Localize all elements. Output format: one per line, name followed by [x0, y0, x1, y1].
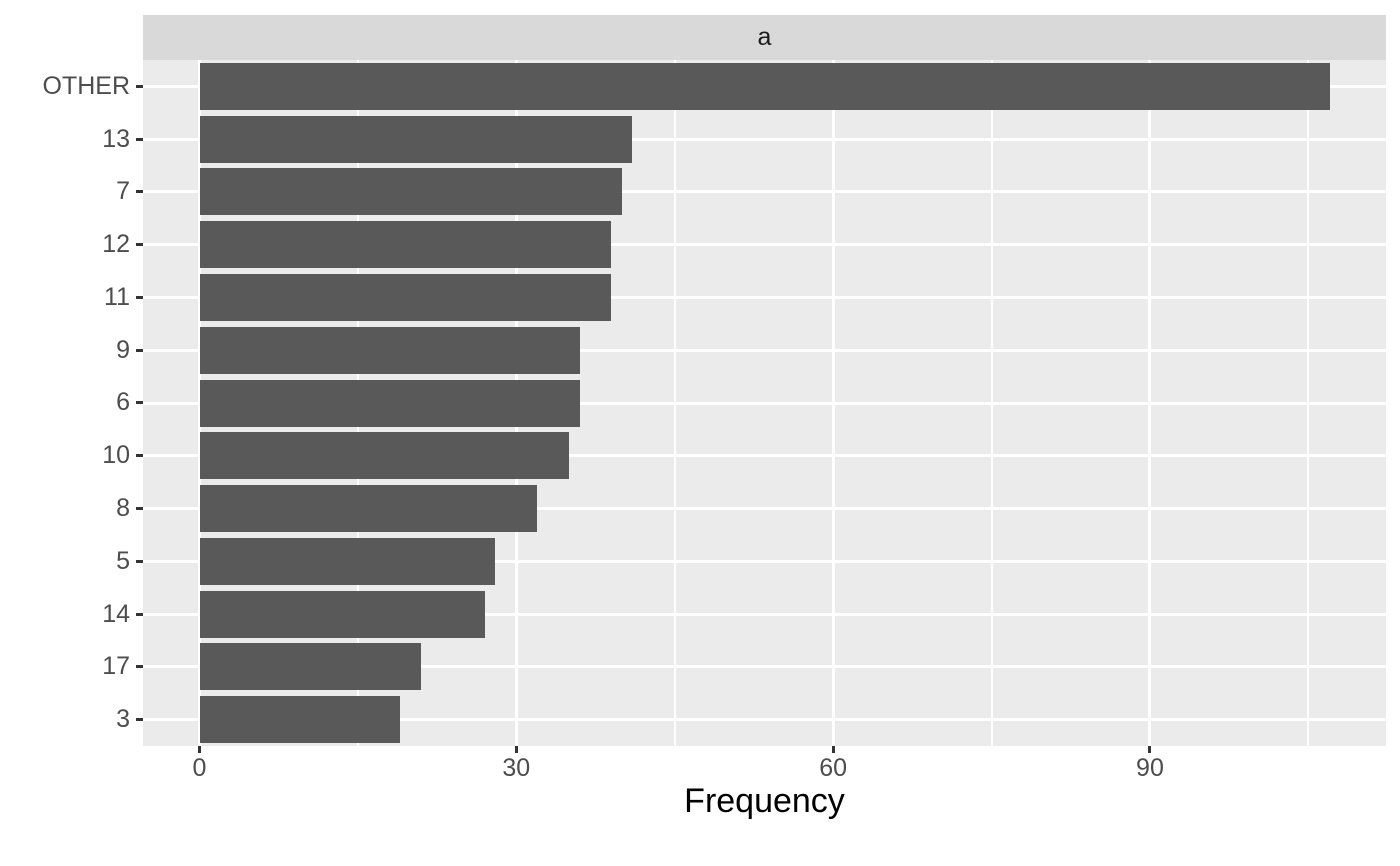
y-axis-row: 3 — [0, 693, 143, 746]
y-tick-label: 5 — [116, 546, 130, 575]
bar-12 — [199, 221, 612, 269]
bar-7 — [199, 168, 622, 216]
y-tick-label: 10 — [102, 441, 130, 470]
y-tick-mark — [136, 612, 143, 616]
y-tick-mark — [136, 295, 143, 299]
y-tick-mark — [136, 718, 143, 722]
y-tick-label: 9 — [116, 335, 130, 364]
y-tick-mark — [136, 559, 143, 563]
y-tick-mark — [136, 243, 143, 247]
y-tick-label: 13 — [102, 124, 130, 153]
y-tick-label: 6 — [116, 388, 130, 417]
y-tick-mark — [136, 137, 143, 141]
y-tick-label: 17 — [102, 652, 130, 681]
x-tick-mark — [1148, 746, 1152, 753]
y-tick-label: 8 — [116, 494, 130, 523]
plot-panel — [143, 60, 1386, 746]
y-tick-label: 11 — [104, 282, 130, 311]
gridline-h — [143, 507, 1386, 511]
y-axis-row: 8 — [0, 482, 143, 535]
y-axis-row: 9 — [0, 324, 143, 377]
gridline-h — [143, 243, 1386, 247]
gridline-h — [143, 137, 1386, 141]
y-tick-label: 12 — [102, 230, 130, 259]
facet-strip-label: a — [757, 23, 772, 51]
y-tick-label: 14 — [102, 599, 130, 628]
y-axis-row: 12 — [0, 218, 143, 271]
y-tick-label: OTHER — [42, 71, 131, 100]
gridline-h — [143, 665, 1386, 669]
x-axis-title: Frequency — [684, 782, 845, 820]
bar-14 — [199, 590, 485, 638]
y-tick-mark — [136, 84, 143, 88]
y-axis-row: 5 — [0, 535, 143, 588]
facet-strip: a — [143, 15, 1386, 60]
y-tick-mark — [136, 190, 143, 194]
gridline-h — [143, 559, 1386, 563]
gridline-h — [143, 718, 1386, 722]
x-axis: 0 30 60 90 — [143, 746, 1386, 786]
y-tick-mark — [136, 401, 143, 405]
y-axis-row: 17 — [0, 640, 143, 693]
bar-8 — [199, 485, 538, 533]
x-tick-label: 60 — [819, 754, 848, 782]
bar-10 — [199, 432, 570, 480]
x-tick-label: 30 — [502, 754, 531, 782]
y-tick-mark — [136, 507, 143, 511]
y-axis-row: 14 — [0, 588, 143, 641]
x-tick-mark — [514, 746, 518, 753]
gridline-h — [143, 348, 1386, 352]
bar-13 — [199, 115, 633, 163]
x-tick-mark — [831, 746, 835, 753]
y-axis-row: 7 — [0, 166, 143, 219]
gridline-h — [143, 612, 1386, 616]
bar-6 — [199, 379, 580, 427]
bar-other — [199, 62, 1330, 110]
x-tick-label: 90 — [1136, 754, 1164, 782]
y-axis-row: 11 — [0, 271, 143, 324]
y-axis: OTHER 13 7 12 11 9 6 10 8 5 14 17 3 — [0, 60, 143, 746]
gridline-h — [143, 190, 1386, 194]
bar-5 — [199, 537, 496, 585]
y-axis-row: 10 — [0, 429, 143, 482]
bar-17 — [199, 643, 422, 691]
y-tick-mark — [136, 348, 143, 352]
y-axis-row: OTHER — [0, 60, 143, 113]
bar-3 — [199, 696, 401, 744]
gridline-h — [143, 401, 1386, 405]
x-tick-mark — [198, 746, 201, 753]
y-axis-row: 13 — [0, 113, 143, 166]
y-tick-mark — [136, 665, 143, 669]
y-tick-label: 3 — [116, 705, 130, 734]
gridline-h — [143, 295, 1386, 299]
bar-9 — [199, 326, 580, 374]
gridline-h — [143, 454, 1386, 458]
y-tick-label: 7 — [116, 177, 130, 206]
y-tick-mark — [136, 454, 143, 458]
bar-11 — [199, 273, 612, 321]
y-axis-row: 6 — [0, 377, 143, 430]
x-tick-label: 0 — [192, 754, 207, 782]
